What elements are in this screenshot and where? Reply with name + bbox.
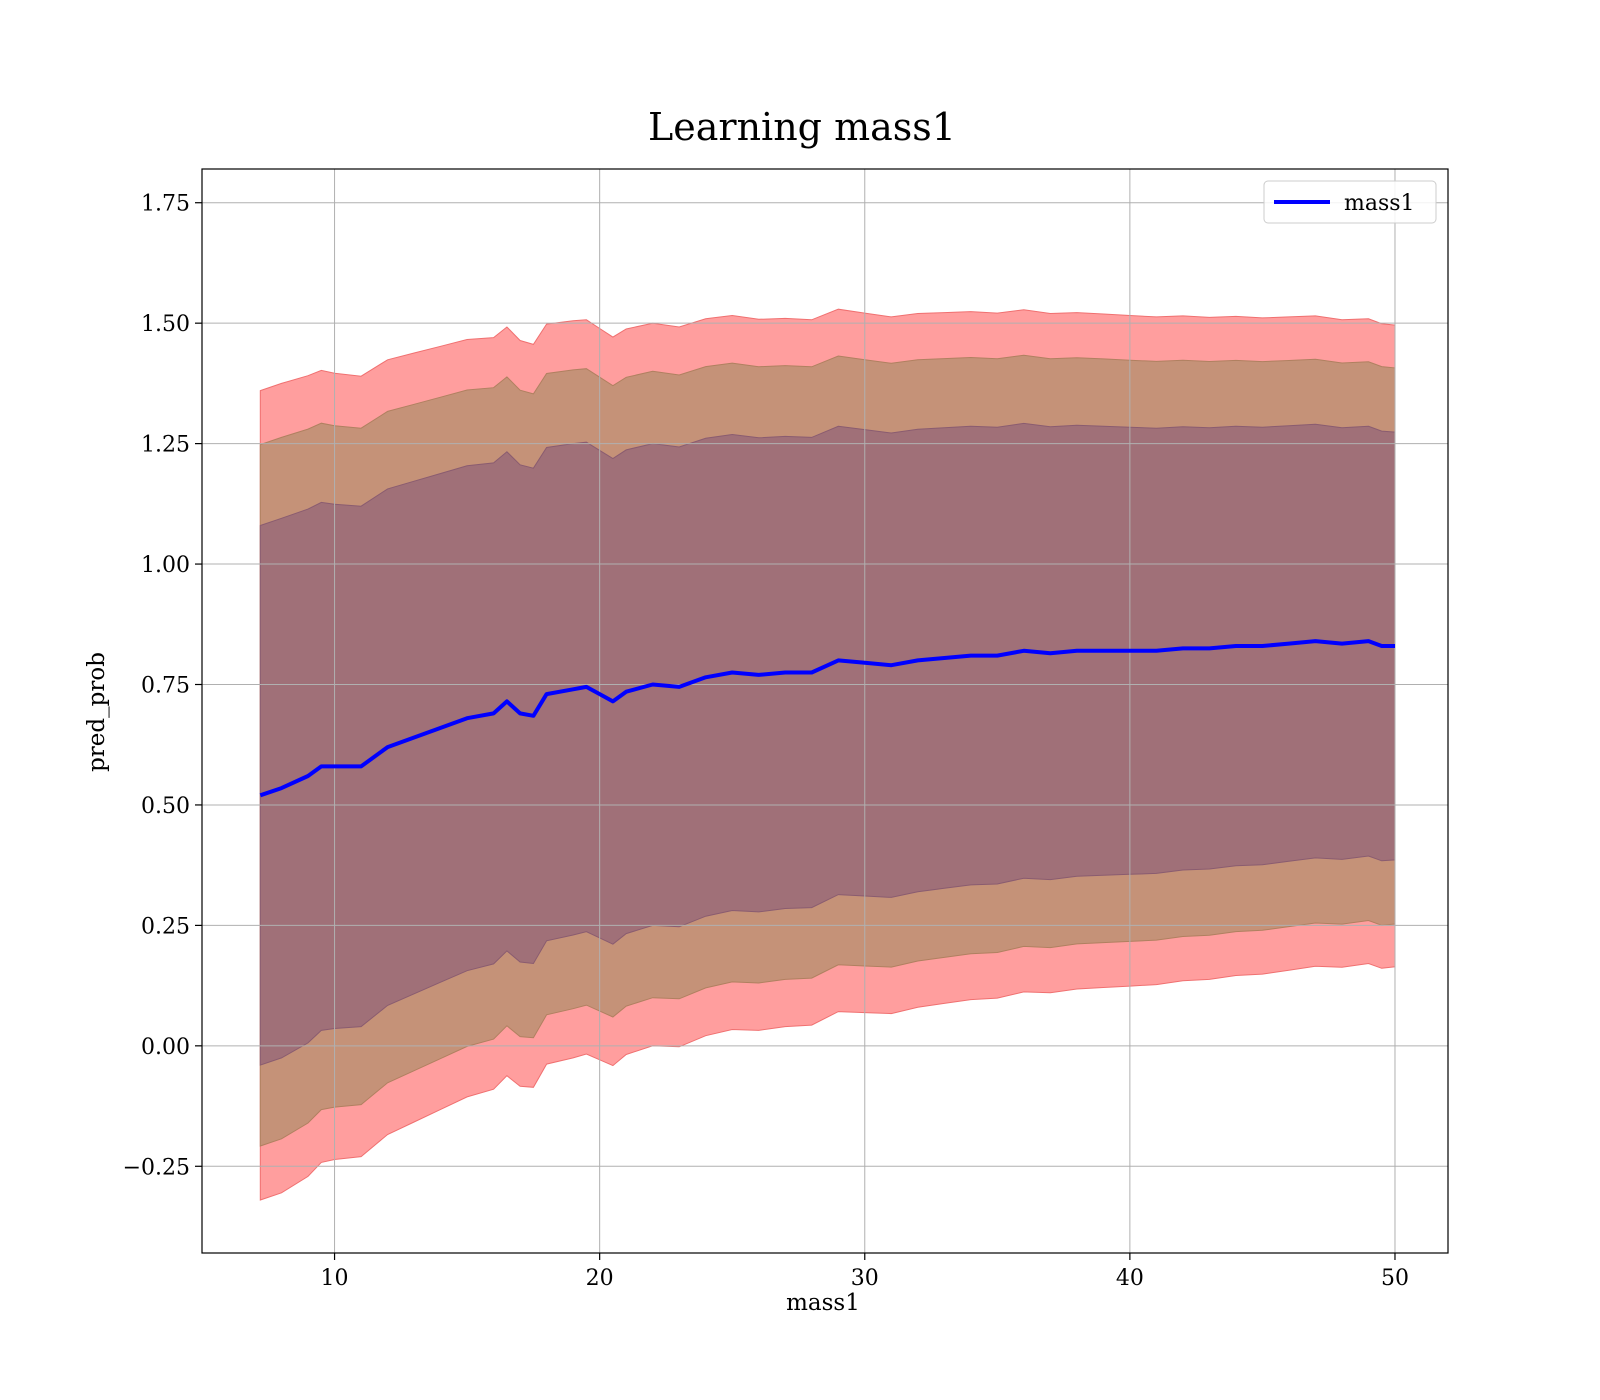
plot-frame	[201, 168, 1449, 1254]
legend: mass1	[1263, 180, 1437, 224]
y-tick-label: 0.00	[141, 1035, 190, 1060]
x-tick-label: 30	[851, 1266, 879, 1291]
y-tick-label: 1.75	[141, 192, 190, 217]
x-tick-label: 40	[1116, 1266, 1144, 1291]
y-tick-label: 0.25	[141, 914, 190, 939]
x-tick-label: 20	[586, 1266, 614, 1291]
legend-box	[1263, 180, 1437, 224]
y-tick-label: −0.25	[123, 1155, 190, 1180]
y-axis-label: pred_prob	[84, 652, 110, 772]
x-tick-label: 50	[1381, 1266, 1409, 1291]
legend-label: mass1	[1344, 191, 1415, 216]
y-tick-label: 1.50	[141, 312, 190, 337]
y-tick-label: 1.25	[141, 433, 190, 458]
y-tick-label: 0.75	[141, 674, 190, 699]
plot-area: 10 20 30 40 50 −0.25 0.00 0.25 0.50 0.75 1.00 1.25 1…	[123, 168, 1449, 1291]
chart-title: Learning mass1	[648, 105, 956, 149]
y-tick-label: 1.00	[141, 553, 190, 578]
grid	[202, 169, 1448, 1253]
y-tick-label: 0.50	[141, 794, 190, 819]
x-tick-label: 10	[321, 1266, 349, 1291]
series-line-mass1	[259, 639, 1395, 798]
x-axis-label: mass1	[786, 1290, 860, 1316]
